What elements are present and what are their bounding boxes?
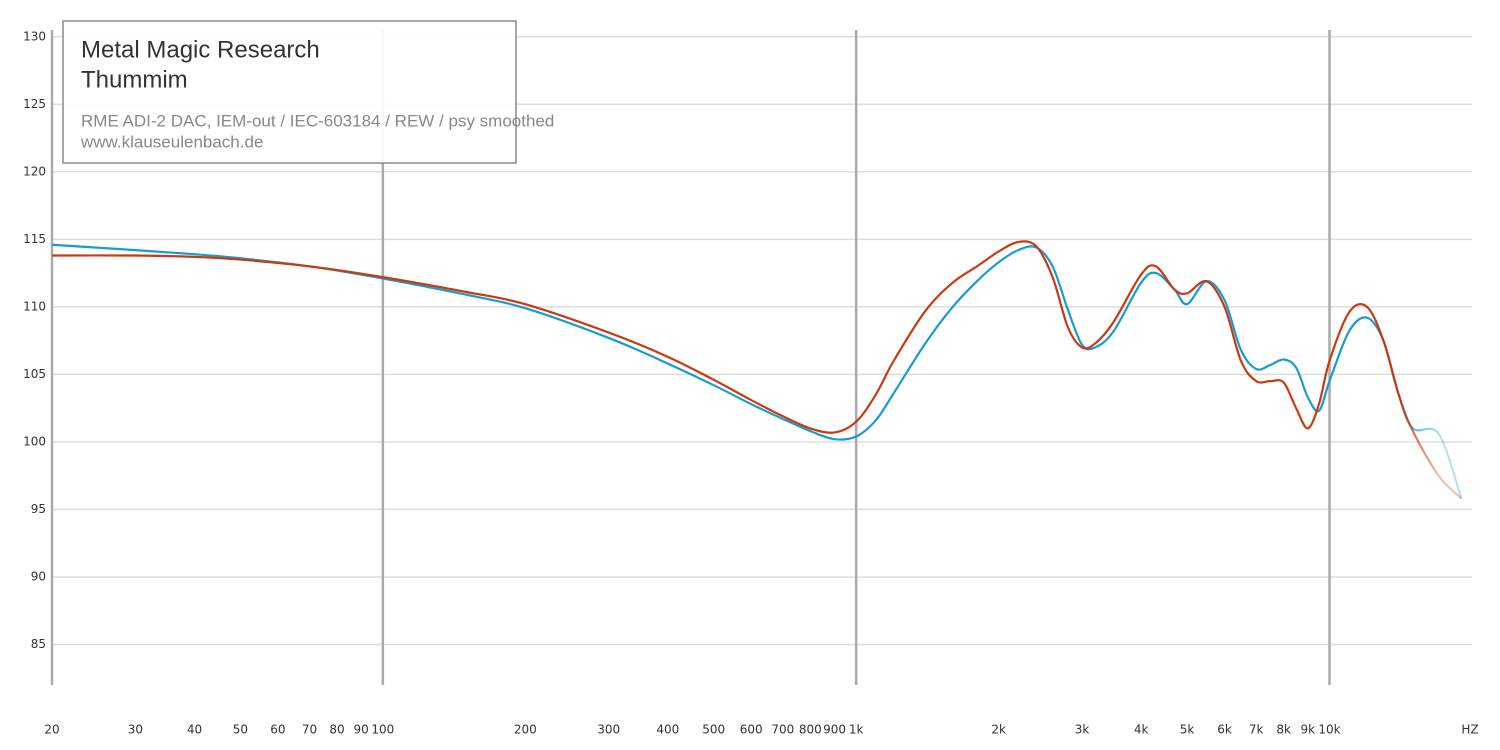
x-tick-label: 2k: [991, 723, 1006, 737]
x-tick-label: 80: [329, 723, 344, 737]
x-tick-label: 60: [270, 723, 285, 737]
y-tick-label: 130: [23, 29, 46, 43]
x-tick-label: 600: [740, 723, 763, 737]
x-tick-label: 5k: [1180, 723, 1195, 737]
legend-box: Metal Magic Research Thummim RME ADI-2 D…: [62, 20, 554, 164]
x-tick-label: 30: [128, 723, 143, 737]
x-tick-label: 70: [302, 723, 317, 737]
x-tick-label: 6k: [1217, 723, 1232, 737]
x-tick-label: 300: [597, 723, 620, 737]
series-line: [51, 243, 1463, 499]
x-tick-label: 10k: [1318, 723, 1340, 737]
x-tick-label: 8k: [1276, 723, 1291, 737]
y-tick-label: 125: [23, 97, 46, 111]
x-tick-label: 50: [233, 723, 248, 737]
y-tick-label: 100: [23, 434, 46, 448]
y-tick-label: 95: [31, 502, 46, 516]
x-tick-label: 500: [702, 723, 725, 737]
series-line: [51, 240, 1463, 500]
x-tick-label: 400: [656, 723, 679, 737]
x-tick-label: 700: [771, 723, 794, 737]
y-tick-label: 105: [23, 367, 46, 381]
x-axis-label: HZ: [1461, 723, 1478, 737]
x-tick-label: 3k: [1075, 723, 1090, 737]
plot: [51, 240, 1463, 500]
x-tick-label: 40: [187, 723, 202, 737]
grid: 85 90 95 100 105 110 115 120 125 130 20 30 40 50 60 70 8…: [23, 29, 1472, 737]
x-tick-label: 90: [354, 723, 369, 737]
y-tick-label: 120: [23, 164, 46, 178]
x-tick-label: 4k: [1134, 723, 1149, 737]
y-tick-label: 85: [31, 637, 46, 651]
x-tick-label: 1k: [849, 723, 864, 737]
chart-title: Metal Magic Research: [81, 36, 320, 63]
x-tick-label: 200: [514, 723, 537, 737]
y-tick-label: 110: [23, 299, 46, 313]
x-tick-label: 800: [799, 723, 822, 737]
chart-subtitle: Thummim: [81, 66, 188, 93]
x-tick-label: 100: [371, 723, 394, 737]
x-tick-label: 9k: [1301, 723, 1316, 737]
y-tick-label: 90: [31, 569, 46, 583]
note: www.klauseulenbach.de: [80, 132, 263, 151]
x-tick-label: 7k: [1249, 723, 1264, 737]
x-tick-label: 20: [44, 723, 59, 737]
note: RME ADI-2 DAC, IEM-out / IEC-603184 / RE…: [81, 111, 554, 130]
x-tick-label: 900: [823, 723, 846, 737]
y-tick-label: 115: [23, 232, 46, 246]
title-box: [62, 20, 517, 164]
